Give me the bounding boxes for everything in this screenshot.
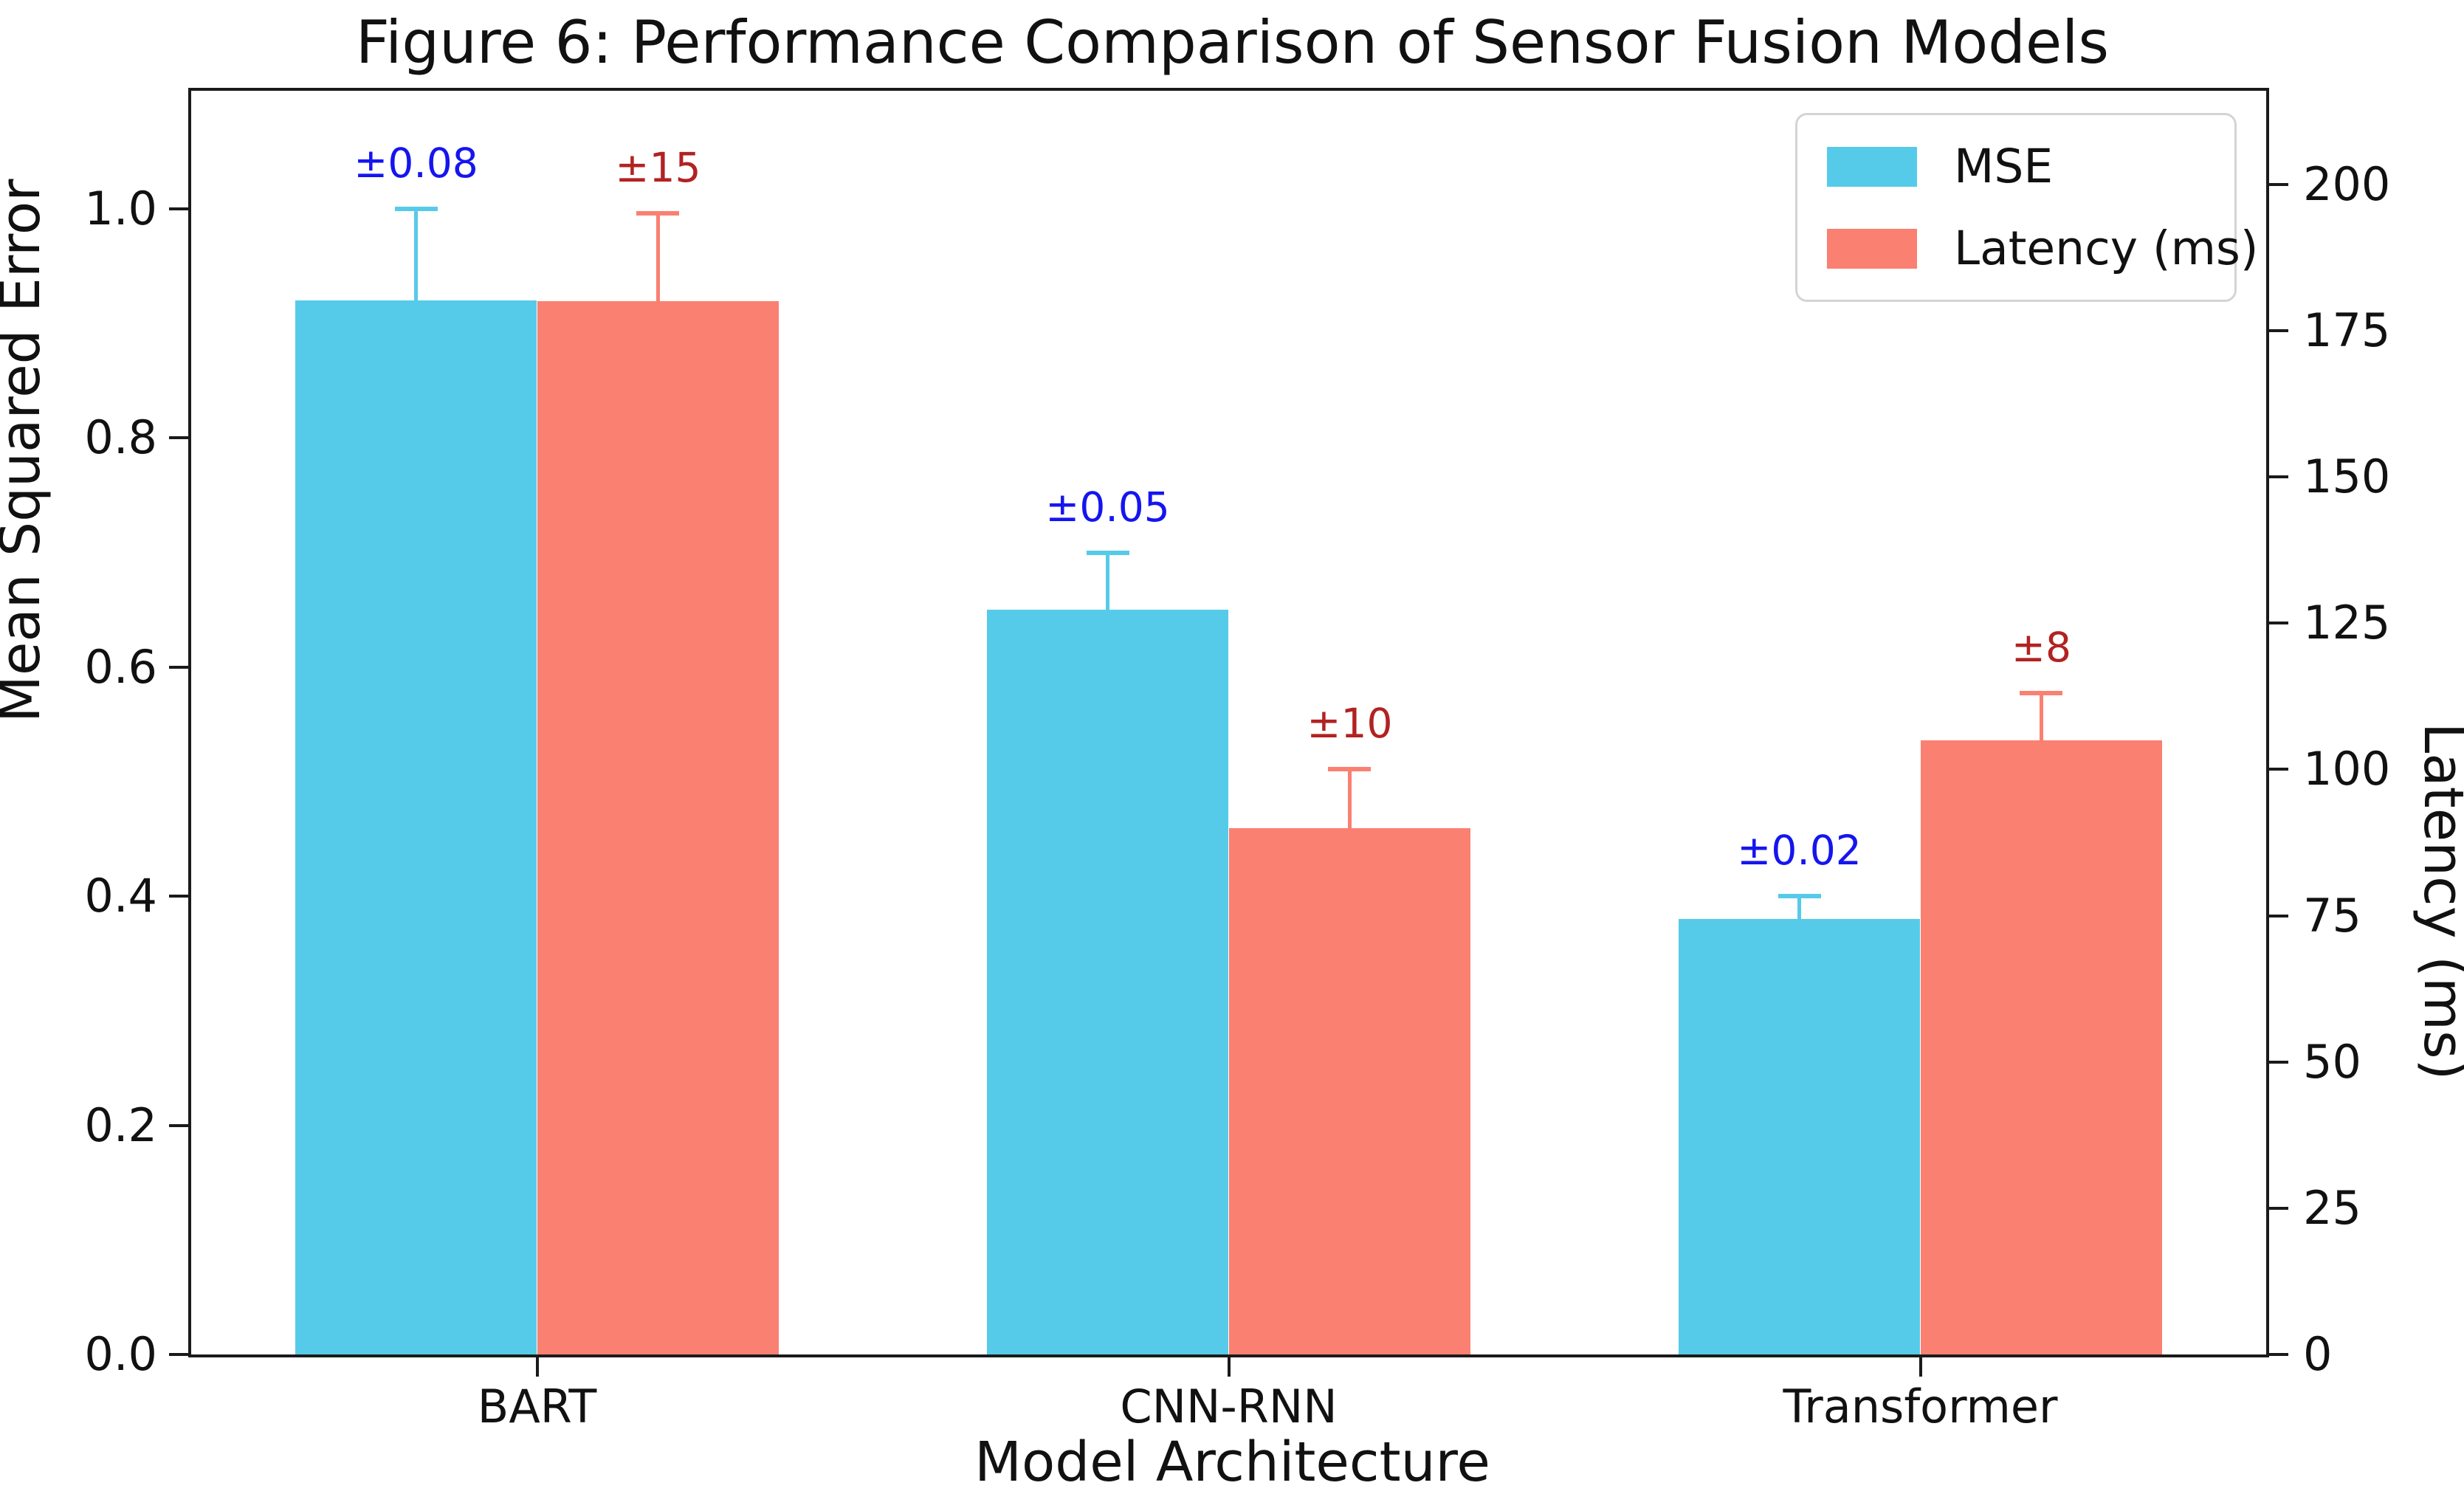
errorbar-mse-cnn-rnn bbox=[1106, 552, 1110, 610]
errorbar-latency-ms-bart bbox=[655, 213, 660, 302]
errorbar-cap-latency-ms-bart bbox=[636, 211, 680, 216]
left-tick-label-0.8: 0.8 bbox=[84, 410, 157, 465]
x-tick-transformer bbox=[1918, 1357, 1922, 1377]
errorbar-cap-mse-bart bbox=[394, 206, 438, 211]
chart-title: Figure 6: Performance Comparison of Sens… bbox=[355, 8, 2110, 77]
errorbar-cap-mse-transformer bbox=[1778, 894, 1821, 899]
left-tick-0.2 bbox=[169, 1123, 188, 1127]
left-tick-label-0.6: 0.6 bbox=[84, 639, 157, 694]
error-value-label-mse-transformer: ±0.02 bbox=[1737, 827, 1862, 875]
errorbar-latency-ms-transformer bbox=[2039, 693, 2043, 740]
right-tick-label-0: 0 bbox=[2303, 1327, 2333, 1381]
legend-item-mse: MSE bbox=[1827, 143, 2205, 190]
legend: MSE Latency (ms) bbox=[1795, 113, 2258, 302]
errorbar-mse-bart bbox=[414, 208, 419, 301]
errorbar-cap-latency-ms-cnn-rnn bbox=[1328, 767, 1372, 772]
bar-mse-transformer bbox=[1678, 919, 1921, 1354]
right-tick-label-125: 125 bbox=[2303, 596, 2391, 650]
bar-mse-cnn-rnn bbox=[986, 610, 1229, 1354]
right-tick-175 bbox=[2269, 328, 2288, 332]
right-tick-200 bbox=[2269, 182, 2288, 186]
legend-swatch-mse bbox=[1827, 146, 1917, 187]
left-tick-0.6 bbox=[169, 665, 188, 669]
bar-latency-ms-transformer bbox=[1920, 740, 2163, 1354]
left-tick-label-0.2: 0.2 bbox=[84, 1098, 157, 1152]
errorbar-mse-transformer bbox=[1797, 896, 1802, 920]
left-tick-0.8 bbox=[169, 436, 188, 440]
errorbar-cap-mse-cnn-rnn bbox=[1086, 550, 1129, 555]
right-tick-0 bbox=[2269, 1353, 2288, 1356]
bar-mse-bart bbox=[295, 300, 537, 1354]
right-tick-label-75: 75 bbox=[2303, 888, 2361, 943]
y-axis-line-left bbox=[188, 88, 191, 1357]
left-tick-label-0.0: 0.0 bbox=[84, 1327, 157, 1381]
left-tick-label-0.4: 0.4 bbox=[84, 869, 157, 923]
error-value-label-latency-ms-transformer: ±8 bbox=[2011, 624, 2072, 672]
left-tick-0.4 bbox=[169, 895, 188, 898]
y-axis-line-right bbox=[2266, 88, 2269, 1357]
x-tick-label-bart: BART bbox=[477, 1380, 597, 1433]
errorbar-latency-ms-cnn-rnn bbox=[1347, 769, 1352, 828]
right-tick-25 bbox=[2269, 1206, 2288, 1210]
right-tick-label-150: 150 bbox=[2303, 450, 2391, 504]
right-tick-label-100: 100 bbox=[2303, 742, 2391, 796]
bar-latency-ms-bart bbox=[537, 301, 780, 1354]
x-tick-bart bbox=[535, 1357, 539, 1377]
error-value-label-latency-ms-bart: ±15 bbox=[615, 144, 701, 192]
x-tick-cnn-rnn bbox=[1227, 1357, 1231, 1377]
left-tick-label-1.0: 1.0 bbox=[84, 181, 157, 235]
left-tick-1.0 bbox=[169, 207, 188, 210]
x-axis-line bbox=[188, 1354, 2269, 1357]
error-value-label-latency-ms-cnn-rnn: ±10 bbox=[1307, 700, 1393, 748]
right-tick-label-50: 50 bbox=[2303, 1034, 2361, 1089]
x-tick-label-transformer: Transformer bbox=[1783, 1380, 2058, 1433]
right-tick-label-25: 25 bbox=[2303, 1180, 2361, 1235]
right-tick-50 bbox=[2269, 1060, 2288, 1064]
legend-label-latency: Latency (ms) bbox=[1954, 221, 2259, 275]
y-axis-label-left: Mean Squared Error bbox=[0, 179, 52, 723]
right-tick-75 bbox=[2269, 914, 2288, 917]
plot-border-top bbox=[188, 88, 2269, 91]
error-value-label-mse-cnn-rnn: ±0.05 bbox=[1045, 483, 1170, 531]
legend-item-latency: Latency (ms) bbox=[1827, 225, 2258, 272]
right-tick-label-200: 200 bbox=[2303, 156, 2391, 211]
right-tick-100 bbox=[2269, 768, 2288, 771]
legend-swatch-latency bbox=[1827, 228, 1917, 269]
x-axis-label: Model Architecture bbox=[974, 1430, 1490, 1494]
plot-area: ±0.08 ±15 ±0.05 ±10 ±0.02 ±8 0.0 0.2 0.4 0.6 0.8 1… bbox=[84, 88, 2390, 1430]
errorbar-cap-latency-ms-transformer bbox=[2020, 691, 2063, 696]
right-tick-125 bbox=[2269, 622, 2288, 625]
legend-label-mse: MSE bbox=[1954, 140, 2054, 193]
right-tick-label-175: 175 bbox=[2303, 303, 2391, 357]
bar-latency-ms-cnn-rnn bbox=[1228, 827, 1471, 1354]
left-tick-0.0 bbox=[169, 1353, 188, 1356]
right-tick-150 bbox=[2269, 475, 2288, 479]
error-value-label-mse-bart: ±0.08 bbox=[354, 139, 478, 187]
y-axis-label-right: Latency (ms) bbox=[2412, 723, 2464, 1081]
x-tick-label-cnn-rnn: CNN-RNN bbox=[1120, 1380, 1338, 1433]
